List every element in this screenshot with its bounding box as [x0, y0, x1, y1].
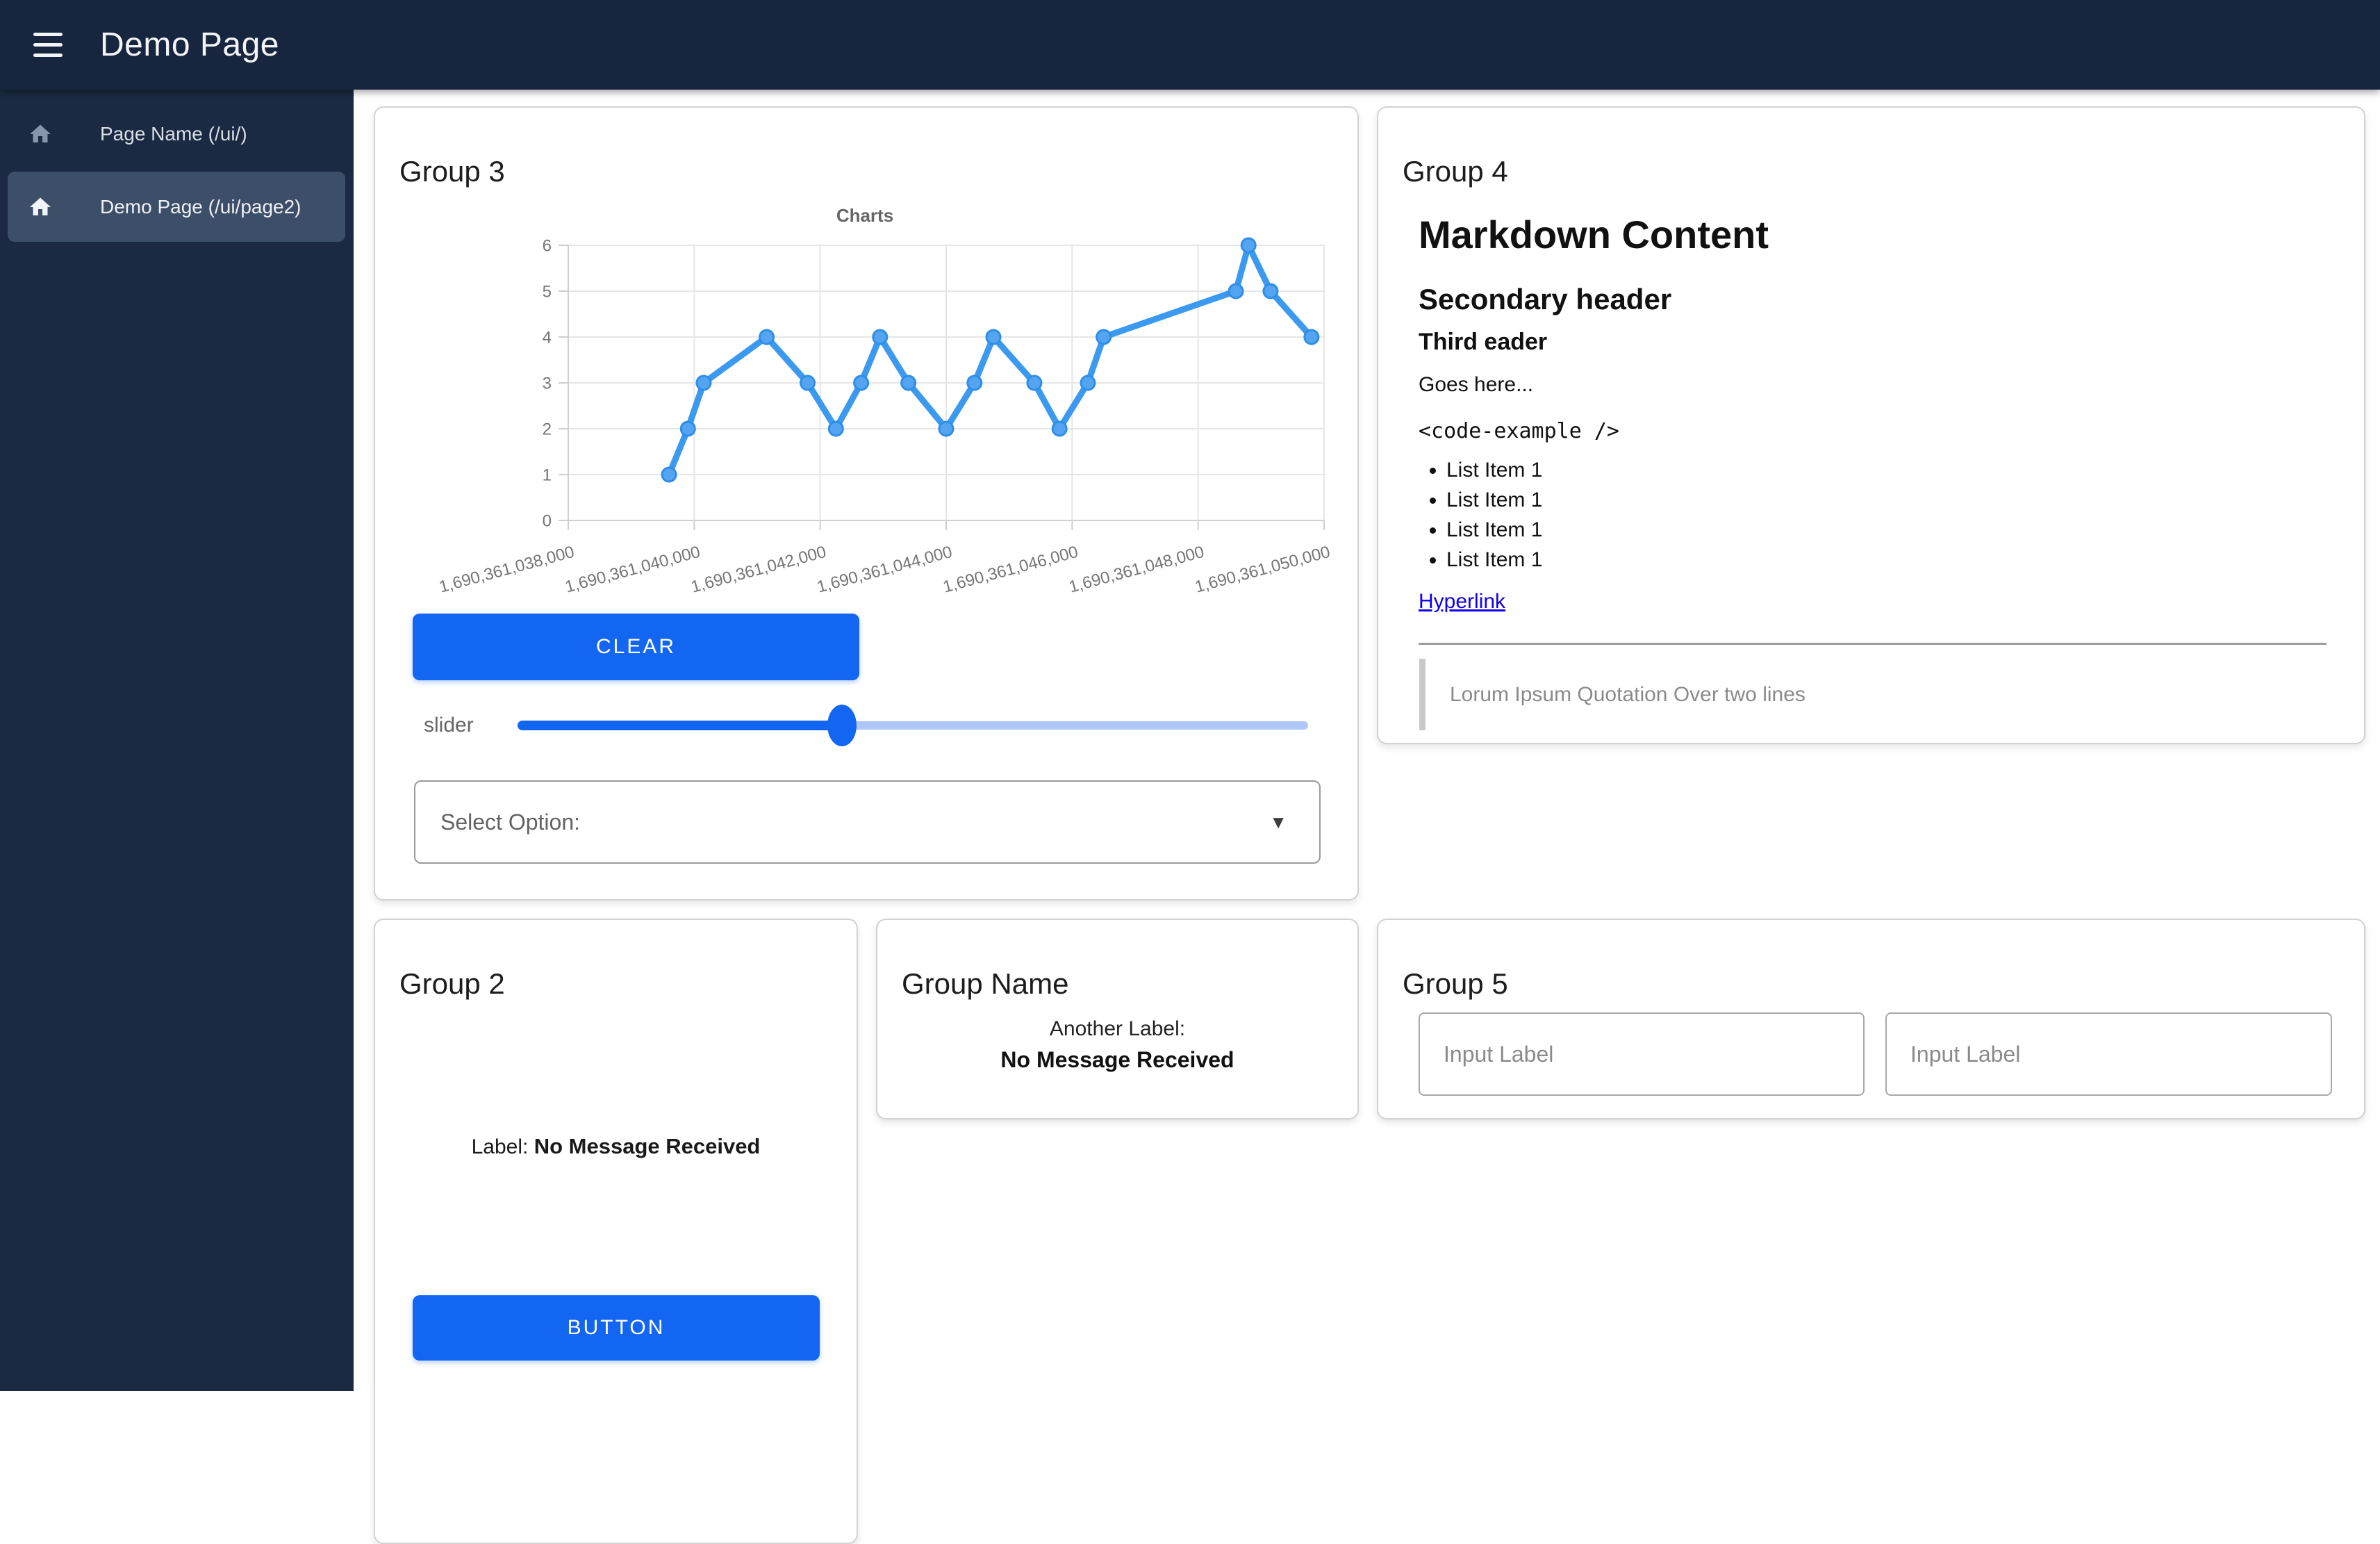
action-button[interactable]: BUTTON: [413, 1295, 820, 1361]
list-item: List Item 1: [1446, 488, 1542, 512]
svg-text:1,690,361,038,000: 1,690,361,038,000: [437, 543, 576, 597]
select-label: Select Option:: [440, 809, 580, 835]
group5-title: Group 5: [1403, 967, 1508, 1000]
chevron-down-icon: ▼: [1269, 811, 1287, 832]
input-field-2[interactable]: [1885, 1012, 2332, 1096]
hyperlink[interactable]: Hyperlink: [1419, 590, 1506, 613]
group-name-card: Group Name Another Label: No Message Rec…: [876, 919, 1359, 1119]
clear-button[interactable]: CLEAR: [413, 614, 859, 680]
svg-text:1,690,361,042,000: 1,690,361,042,000: [689, 543, 828, 597]
sidebar-item-demo-page[interactable]: Demo Page (/ui/page2): [0, 172, 354, 242]
top-navbar: Demo Page: [0, 0, 2380, 90]
markdown-code: <code-example />: [1419, 419, 1619, 443]
markdown-h2: Secondary header: [1419, 283, 1672, 315]
label-prefix: Label:: [471, 1135, 529, 1158]
group-name-title: Group Name: [902, 967, 1069, 1000]
group3-title: Group 3: [399, 154, 505, 188]
blockquote-text: Lorum Ipsum Quotation Over two lines: [1450, 682, 1805, 706]
slider[interactable]: [518, 705, 1308, 746]
select-option-dropdown[interactable]: Select Option: ▼: [414, 780, 1321, 864]
list-item: List Item 1: [1446, 518, 1542, 542]
svg-text:1: 1: [543, 466, 552, 484]
message-label-row: Label: No Message Received: [375, 1134, 857, 1159]
blockquote: Lorum Ipsum Quotation Over two lines: [1419, 659, 1805, 730]
markdown-h1: Markdown Content: [1419, 213, 1769, 256]
another-label-value: No Message Received: [1000, 1047, 1234, 1072]
markdown-paragraph: Goes here...: [1419, 373, 1534, 396]
svg-text:1,690,361,050,000: 1,690,361,050,000: [1193, 543, 1332, 597]
group4-title: Group 4: [1403, 154, 1508, 188]
horizontal-rule: [1419, 643, 2327, 645]
label-value: No Message Received: [534, 1134, 761, 1158]
line-chart: 0 1 2 3 4 5 6 1,690,361,038,0001,690,361,040,00…: [437, 205, 1332, 597]
group2-title: Group 2: [399, 967, 505, 1000]
svg-text:5: 5: [543, 282, 552, 301]
svg-text:2: 2: [543, 420, 552, 438]
sidebar-item-label: Demo Page (/ui/page2): [100, 195, 301, 217]
group4-card: Group 4 Markdown Content Secondary heade…: [1377, 106, 2365, 744]
list-item: List Item 1: [1446, 459, 1542, 482]
sidebar-item-page-name[interactable]: Page Name (/ui/): [0, 107, 354, 161]
svg-text:1,690,361,044,000: 1,690,361,044,000: [815, 543, 954, 597]
svg-text:3: 3: [543, 374, 552, 393]
sidebar-item-label: Page Name (/ui/): [100, 123, 247, 145]
markdown-list: List Item 1 List Item 1 List Item 1 List…: [1419, 452, 1542, 578]
svg-text:0: 0: [543, 511, 552, 530]
svg-text:4: 4: [543, 328, 552, 347]
active-item-highlight: [8, 172, 345, 242]
svg-text:6: 6: [543, 236, 552, 255]
svg-text:1,690,361,040,000: 1,690,361,040,000: [563, 543, 702, 597]
slider-thumb[interactable]: [827, 705, 857, 746]
svg-text:1,690,361,046,000: 1,690,361,046,000: [941, 543, 1080, 597]
svg-text:Charts: Charts: [836, 205, 893, 226]
another-label: Another Label:: [1049, 1017, 1186, 1040]
home-icon: [30, 124, 51, 142]
slider-label: slider: [424, 714, 474, 737]
input-field-1[interactable]: [1419, 1012, 1865, 1096]
group2-card: Group 2 Label: No Message Received BUTTO…: [374, 919, 858, 1544]
svg-text:1,690,361,048,000: 1,690,361,048,000: [1067, 543, 1206, 597]
slider-fill: [518, 721, 842, 730]
app-title: Demo Page: [100, 26, 279, 63]
markdown-h3: Third eader: [1419, 329, 1548, 355]
group5-card: Group 5: [1377, 919, 2365, 1119]
list-item: List Item 1: [1446, 548, 1542, 572]
hamburger-menu-icon[interactable]: [33, 33, 63, 57]
home-icon: [30, 197, 51, 215]
sidebar: Page Name (/ui/) Demo Page (/ui/page2): [0, 90, 354, 1391]
group3-card: Group 3 0 1 2 3 4 5 6 1,690,361,038,000 1,690,36…: [374, 106, 1359, 901]
